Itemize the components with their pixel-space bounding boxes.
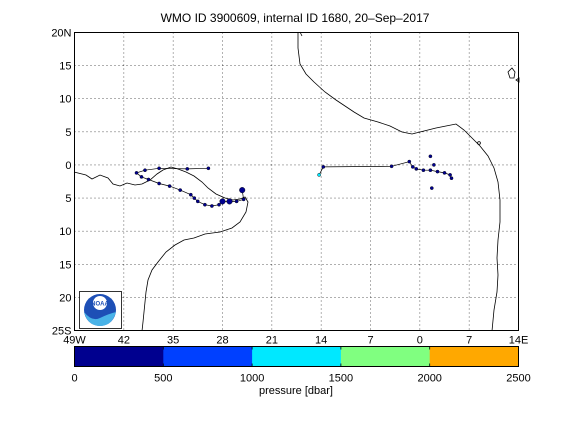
colorbar: 0 500 1000 1500 2000 2500 xyxy=(71,346,531,385)
map-frame xyxy=(74,32,519,331)
lat-tick-label: 5 xyxy=(65,193,71,205)
colorbar-label: pressure [dbar] xyxy=(259,385,333,397)
lon-tick-label: 49W xyxy=(63,335,86,347)
trajectory-point xyxy=(421,168,426,172)
trajectory-point xyxy=(226,198,233,205)
lon-tick-label: 7 xyxy=(466,335,472,347)
lat-tick-label: 15 xyxy=(59,259,71,271)
trajectory-point xyxy=(134,171,139,175)
colorbar-segment xyxy=(252,346,342,367)
trajectory-point xyxy=(146,177,151,182)
trajectory-point xyxy=(157,181,161,186)
trajectory-point xyxy=(442,171,447,175)
lat-tick-label: 25S xyxy=(52,326,72,338)
colorbar-tick-label: 1000 xyxy=(240,373,264,385)
noaa-logo-text: NOAA xyxy=(91,302,109,308)
colorbar-frame xyxy=(74,346,519,367)
trajectory-point xyxy=(188,192,193,197)
trajectory-point xyxy=(185,167,190,171)
lat-tick-label: 20N xyxy=(51,28,71,40)
noaa-logo-icon: NOAA xyxy=(79,291,122,329)
trajectory-point xyxy=(206,166,211,171)
colorbar-tick-label: 0 xyxy=(71,373,77,385)
lat-tick-label: 20 xyxy=(59,292,71,304)
colorbar-segment xyxy=(429,346,519,367)
trajectory-point xyxy=(407,159,412,164)
trajectory-point xyxy=(317,173,321,177)
trajectory-point xyxy=(143,168,147,172)
lon-tick-label: 7 xyxy=(367,335,373,347)
colorbar-tick-label: 1500 xyxy=(329,373,353,385)
colorbar-segment xyxy=(163,346,253,367)
trajectory-point xyxy=(239,187,246,194)
island-marker xyxy=(477,141,481,145)
trajectory-point xyxy=(432,163,436,167)
lat-tick-label: 10 xyxy=(59,94,71,106)
trajectory-point xyxy=(157,166,161,171)
trajectory-point xyxy=(167,184,172,188)
trajectory-point xyxy=(389,164,394,169)
trajectory-point xyxy=(234,199,239,204)
map-title: WMO ID 3900609, internal ID 1680, 20–Sep… xyxy=(161,11,430,25)
float-trajectory xyxy=(134,154,454,208)
trajectory-point xyxy=(429,186,434,190)
trajectory-point xyxy=(217,202,221,207)
trajectory-point xyxy=(210,204,214,208)
lon-tick-label: 35 xyxy=(167,335,179,347)
latitude-ticks: 20N 15 10 5 0 5 10 15 20 25S xyxy=(51,28,71,338)
map-grid xyxy=(74,32,519,331)
colorbar-tick-label: 2000 xyxy=(417,373,441,385)
colorbar-tick-label: 500 xyxy=(154,373,172,385)
coastline-island xyxy=(507,67,516,79)
lon-tick-label: 28 xyxy=(216,335,228,347)
colorbar-segment xyxy=(74,346,164,367)
trajectory-point xyxy=(241,197,246,202)
lon-tick-label: 14 xyxy=(315,335,327,347)
longitude-ticks: 49W 42 35 28 21 14 7 0 7 14E xyxy=(63,335,528,347)
lon-tick-label: 14E xyxy=(509,335,529,347)
trajectory-point xyxy=(178,188,182,192)
lat-tick-label: 0 xyxy=(65,160,71,172)
trajectory-point xyxy=(139,175,144,179)
trajectory-point xyxy=(449,176,454,180)
trajectory-point xyxy=(203,202,207,207)
trajectory-point xyxy=(414,167,419,171)
lat-tick-label: 10 xyxy=(59,226,71,238)
trajectory-point xyxy=(428,154,433,159)
trajectory-point xyxy=(219,198,226,205)
trajectory-point xyxy=(321,165,326,169)
colorbar-tick-label: 2500 xyxy=(506,373,530,385)
trajectory-point xyxy=(195,199,200,204)
lon-tick-label: 0 xyxy=(417,335,423,347)
trajectory-point xyxy=(448,173,452,177)
coastline-africa xyxy=(297,32,501,332)
lat-tick-label: 15 xyxy=(59,61,71,73)
trajectory-point xyxy=(428,168,433,172)
map-background xyxy=(74,32,519,331)
lat-tick-label: 5 xyxy=(65,127,71,139)
colorbar-segment xyxy=(340,346,431,367)
trajectory-point xyxy=(192,196,197,200)
trajectory-point xyxy=(410,165,415,169)
trajectory-point xyxy=(435,169,440,174)
lon-tick-label: 21 xyxy=(266,335,278,347)
lon-tick-label: 42 xyxy=(118,335,130,347)
